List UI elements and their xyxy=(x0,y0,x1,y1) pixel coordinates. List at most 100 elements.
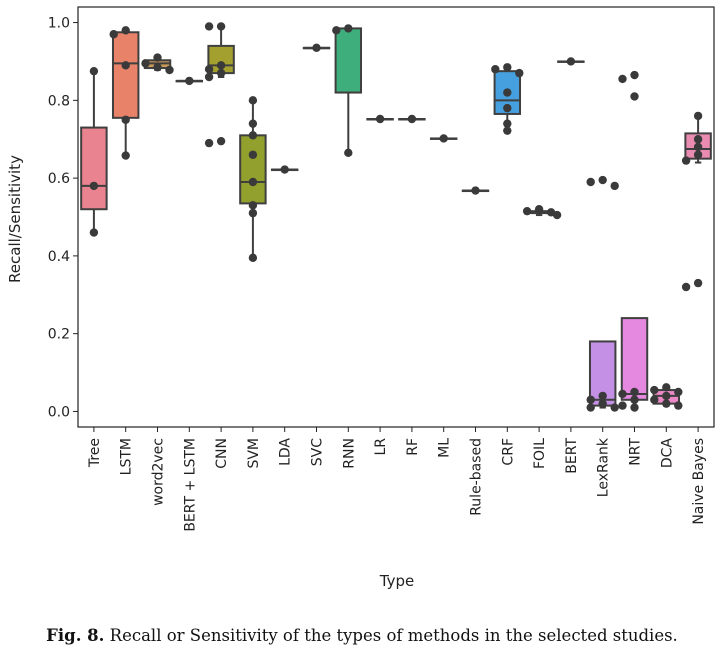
x-tick-label: LDA xyxy=(278,438,294,466)
box-group xyxy=(429,134,458,143)
data-point xyxy=(121,151,130,160)
data-point xyxy=(344,148,353,158)
data-point xyxy=(662,399,671,408)
x-tick-label: Rule-based xyxy=(469,438,485,516)
x-tick-label: LSTM xyxy=(119,438,135,475)
x-tick-label: BERT + LSTM xyxy=(182,438,198,532)
box-group xyxy=(302,43,331,53)
x-tick-label: FOIL xyxy=(532,438,548,469)
x-tick-label: LexRank xyxy=(596,437,612,497)
data-point xyxy=(522,206,532,216)
data-point xyxy=(248,253,258,263)
x-tick-label: Naive Bayes xyxy=(691,438,707,525)
data-point xyxy=(681,282,691,292)
data-point xyxy=(141,59,150,68)
caption-text: Recall or Sensitivity of the types of me… xyxy=(104,626,678,645)
data-point xyxy=(650,385,659,395)
plot-content xyxy=(80,22,712,412)
data-point xyxy=(662,383,671,392)
data-point xyxy=(89,181,99,191)
data-point xyxy=(674,387,683,397)
data-point xyxy=(332,26,341,35)
x-axis: Tree LSTM word2vec BERT + LSTM CNN SVM LDA SVC R… xyxy=(87,427,707,532)
box-group xyxy=(586,175,619,412)
data-point xyxy=(693,142,703,152)
box xyxy=(111,31,140,119)
y-tick-label: 0.4 xyxy=(48,249,70,265)
data-point xyxy=(89,228,99,237)
data-point xyxy=(534,205,544,214)
data-point xyxy=(216,22,226,31)
box-group xyxy=(204,22,235,148)
x-tick-label: CNN xyxy=(214,438,230,469)
box-group xyxy=(270,165,299,174)
data-point xyxy=(375,114,385,124)
box-group xyxy=(522,205,562,220)
data-point xyxy=(566,57,576,66)
data-point xyxy=(610,403,619,412)
x-axis-label: Type xyxy=(379,572,414,590)
data-point xyxy=(204,138,214,148)
box-plot-chart: 0.0 0.2 0.4 0.6 0.8 1.0 Tree LSTM word2vec BERT … xyxy=(6,6,715,590)
y-tick-label: 0.0 xyxy=(48,404,70,420)
data-point xyxy=(630,70,639,80)
data-point xyxy=(503,103,512,113)
data-point xyxy=(503,63,512,72)
data-point xyxy=(552,210,562,220)
box-group xyxy=(175,76,204,86)
data-point xyxy=(630,403,639,412)
plot-frame xyxy=(77,6,715,428)
x-tick-label: BERT xyxy=(564,438,580,474)
data-point xyxy=(165,65,174,75)
x-tick-label: Tree xyxy=(87,438,103,468)
data-point xyxy=(121,61,130,70)
data-point xyxy=(491,65,500,74)
box xyxy=(620,317,649,401)
x-tick-label: ML xyxy=(437,438,453,458)
data-point xyxy=(586,177,595,187)
data-point xyxy=(471,186,480,195)
y-tick-label: 0.2 xyxy=(48,327,70,343)
box-group xyxy=(366,114,394,124)
data-point xyxy=(598,399,607,408)
data-point xyxy=(618,401,627,410)
box-group xyxy=(80,66,108,237)
data-point xyxy=(248,177,258,187)
box xyxy=(334,27,363,94)
x-tick-label: LR xyxy=(373,438,389,456)
box-group xyxy=(239,96,267,263)
data-point xyxy=(630,92,639,101)
data-point xyxy=(586,403,595,412)
data-point xyxy=(693,150,703,159)
data-point xyxy=(618,74,627,84)
data-point xyxy=(586,395,595,404)
box xyxy=(80,126,108,211)
box xyxy=(239,134,267,205)
data-point xyxy=(248,208,258,218)
x-tick-label: RF xyxy=(405,438,421,456)
data-point xyxy=(503,126,512,135)
y-axis-label: Recall/Sensitivity xyxy=(6,155,24,283)
data-point xyxy=(216,68,226,78)
data-point xyxy=(693,135,703,144)
box-group xyxy=(332,24,363,158)
box-group xyxy=(557,57,585,66)
data-point xyxy=(515,68,524,78)
data-point xyxy=(204,65,214,74)
box-group xyxy=(650,383,683,410)
data-point xyxy=(109,30,118,39)
x-tick-label: SVC xyxy=(310,438,326,466)
data-point xyxy=(618,389,627,399)
data-point xyxy=(185,76,194,86)
x-tick-label: word2vec xyxy=(151,438,167,506)
data-point xyxy=(204,22,214,31)
data-point xyxy=(610,181,619,191)
data-point xyxy=(407,114,417,124)
box-group xyxy=(491,63,524,135)
figure-caption: Fig. 8. Recall or Sensitivity of the typ… xyxy=(0,626,724,645)
data-point xyxy=(216,61,226,70)
data-point xyxy=(153,53,162,62)
data-point xyxy=(121,115,130,124)
data-point xyxy=(248,131,258,140)
data-point xyxy=(503,119,512,128)
